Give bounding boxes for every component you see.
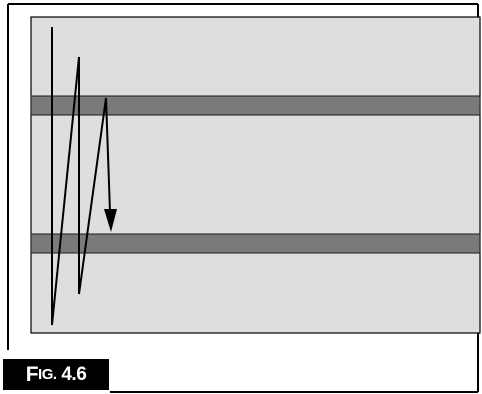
figure-label-caps: IG. — [38, 366, 57, 383]
zigzag-path — [51, 27, 111, 326]
figure-label-number: 4.6 — [61, 363, 87, 385]
band-upper — [30, 95, 481, 116]
figure-label-lead: F — [25, 362, 39, 386]
arrowhead-icon — [104, 209, 117, 232]
band-lower — [30, 233, 481, 254]
figure-label: F IG. 4.6 — [3, 359, 109, 390]
diagram-panel — [30, 16, 481, 334]
